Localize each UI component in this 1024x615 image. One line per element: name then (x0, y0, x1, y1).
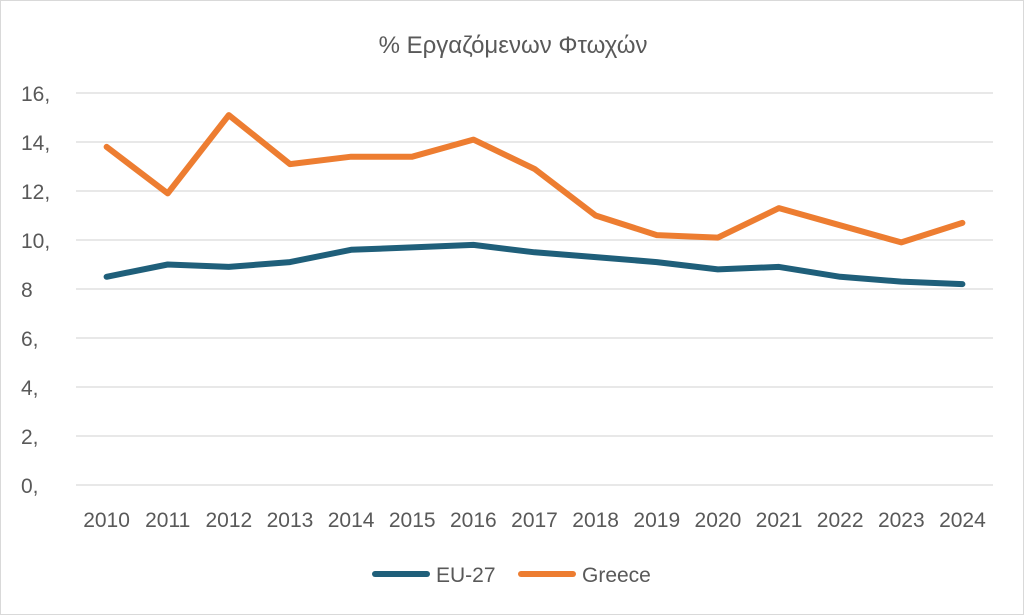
gridlines (76, 92, 993, 486)
series-line-greece (103, 112, 966, 246)
y-axis-ticks: 0, 2, 4, 6, 8 10, 12, 14, 16, (21, 83, 50, 498)
x-tick-label: 2020 (695, 509, 742, 532)
y-tick-label: 10, (21, 230, 50, 253)
y-tick-label: 16, (21, 83, 50, 106)
legend-label-greece: Greece (582, 564, 651, 587)
y-tick-label: 0, (21, 475, 39, 498)
legend: EU-27 Greece (372, 564, 651, 587)
series-line-eu-27 (103, 241, 966, 288)
x-tick-label: 2016 (450, 509, 497, 532)
x-tick-label: 2011 (145, 509, 190, 532)
y-tick-label: 8 (21, 279, 33, 302)
x-tick-label: 2022 (817, 509, 864, 532)
x-tick-label: 2013 (267, 509, 314, 532)
x-tick-label: 2018 (572, 509, 619, 532)
x-tick-label: 2019 (633, 509, 680, 532)
chart-title: % Εργαζόμενων Φτωχών (379, 32, 648, 59)
x-tick-label: 2021 (756, 509, 803, 532)
y-tick-label: 2, (21, 426, 39, 449)
x-axis-ticks: 2010 2011 2012 2013 2014 2015 2016 2017 2018 2019… (83, 509, 986, 532)
x-tick-label: 2024 (939, 509, 986, 532)
x-tick-label: 2010 (83, 509, 130, 532)
y-tick-label: 14, (21, 132, 50, 155)
x-tick-label: 2023 (878, 509, 925, 532)
y-tick-label: 6, (21, 328, 39, 351)
x-tick-label: 2014 (328, 509, 375, 532)
y-tick-label: 12, (21, 181, 50, 204)
x-tick-label: 2017 (511, 509, 558, 532)
series-lines (103, 112, 966, 288)
x-tick-label: 2012 (205, 509, 252, 532)
y-tick-label: 4, (21, 377, 39, 400)
legend-label-eu-27: EU-27 (436, 564, 496, 587)
x-tick-label: 2015 (389, 509, 436, 532)
